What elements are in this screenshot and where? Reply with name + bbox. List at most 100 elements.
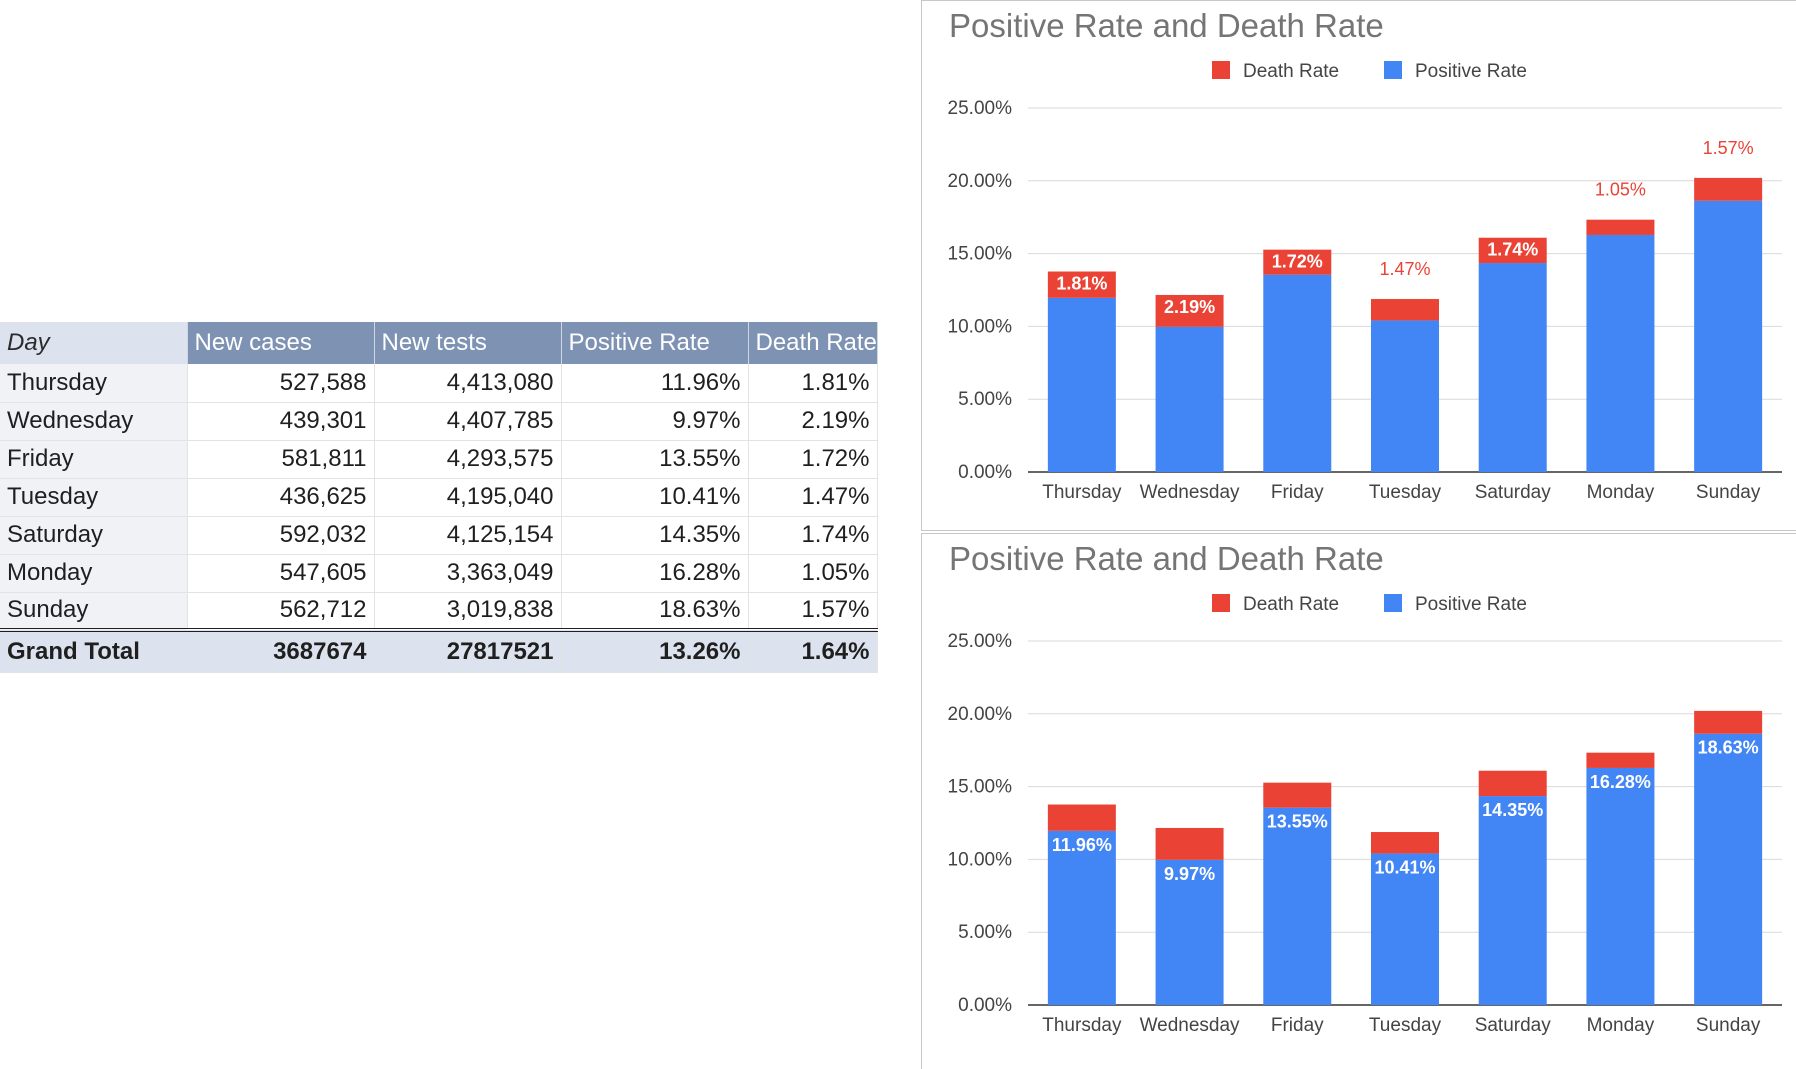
cell-death-rate[interactable]: 1.05% [748, 554, 878, 593]
cell-day[interactable]: Monday [0, 554, 188, 593]
cell-new-tests[interactable]: 4,293,575 [374, 440, 562, 479]
chart-1: Positive Rate and Death Rate Death Rate Po… [948, 7, 1782, 503]
header-positive-rate[interactable]: Positive Rate [561, 322, 749, 364]
cell-new-tests[interactable]: 4,125,154 [374, 516, 562, 555]
cell-death-rate[interactable]: 1.81% [748, 364, 878, 403]
data-label-death-rate: 1.57% [1703, 138, 1754, 158]
bar-positive-rate [1263, 807, 1332, 1005]
y-tick-label: 5.00% [958, 389, 1012, 410]
cell-new-tests[interactable]: 3,363,049 [374, 554, 562, 593]
legend-label: Positive Rate [1415, 594, 1527, 615]
bar-death-rate [1263, 249, 1332, 275]
cell-new-cases[interactable]: 439,301 [187, 402, 375, 441]
legend-swatch-death-rate [1212, 594, 1230, 612]
x-tick-label: Thursday [1042, 1015, 1122, 1036]
bar-positive-rate [1586, 767, 1655, 1005]
cell-positive-rate[interactable]: 10.41% [561, 478, 749, 517]
legend-swatch-positive-rate [1384, 594, 1402, 612]
cell-day[interactable]: Friday [0, 440, 188, 479]
y-tick-label: 10.00% [948, 316, 1013, 337]
data-label-death-rate: 1.47% [1379, 259, 1430, 279]
cell-positive-rate[interactable]: 18.63% [561, 592, 749, 631]
header-new-tests[interactable]: New tests [374, 322, 562, 364]
x-tick-label: Monday [1587, 482, 1655, 503]
x-tick-label: Friday [1271, 1015, 1324, 1036]
cell-new-cases[interactable]: 527,588 [187, 364, 375, 403]
data-label-death-rate: 1.81% [1056, 274, 1107, 294]
header-day[interactable]: Day [0, 322, 188, 364]
y-tick-label: 15.00% [948, 244, 1013, 265]
cell-new-tests[interactable]: 4,413,080 [374, 364, 562, 403]
table-row: Monday 547,605 3,363,049 16.28% 1.05% [0, 554, 878, 593]
cell-positive-rate[interactable]: 13.55% [561, 440, 749, 479]
y-tick-label: 0.00% [958, 462, 1012, 483]
cell-day[interactable]: Sunday [0, 592, 188, 631]
grand-total-death-rate[interactable]: 1.64% [748, 628, 878, 673]
y-tick-label: 25.00% [948, 631, 1013, 652]
cell-new-cases[interactable]: 562,712 [187, 592, 375, 631]
cell-day[interactable]: Tuesday [0, 478, 188, 517]
bar-death-rate [1478, 237, 1547, 264]
table-header-row: Day New cases New tests Positive Rate De… [0, 322, 878, 364]
cell-new-tests[interactable]: 4,195,040 [374, 478, 562, 517]
cell-death-rate[interactable]: 1.47% [748, 478, 878, 517]
y-tick-label: 0.00% [958, 995, 1012, 1016]
bar-death-rate [1155, 827, 1224, 860]
grand-total-positive-rate[interactable]: 13.26% [561, 628, 749, 673]
cell-death-rate[interactable]: 1.74% [748, 516, 878, 555]
x-tick-label: Tuesday [1369, 1015, 1442, 1036]
x-tick-label: Monday [1587, 1015, 1655, 1036]
bar-positive-rate [1478, 796, 1547, 1005]
data-label-positive-rate: 11.96% [1052, 835, 1112, 855]
bar-death-rate [1694, 177, 1763, 201]
data-label-death-rate: 1.72% [1272, 252, 1323, 272]
header-new-cases[interactable]: New cases [187, 322, 375, 364]
cell-new-tests[interactable]: 4,407,785 [374, 402, 562, 441]
grand-total-new-cases[interactable]: 3687674 [187, 628, 375, 673]
bar-positive-rate [1155, 326, 1224, 472]
grand-total-new-tests[interactable]: 27817521 [374, 628, 562, 673]
header-death-rate[interactable]: Death Rate [748, 322, 878, 364]
cell-death-rate[interactable]: 2.19% [748, 402, 878, 441]
chart-panel-2[interactable]: Positive Rate and Death Rate Death Rate Po… [921, 533, 1796, 1069]
cell-new-cases[interactable]: 547,605 [187, 554, 375, 593]
cell-day[interactable]: Saturday [0, 516, 188, 555]
data-label-positive-rate: 16.28% [1590, 772, 1651, 792]
cell-death-rate[interactable]: 1.72% [748, 440, 878, 479]
cell-new-cases[interactable]: 592,032 [187, 516, 375, 555]
cell-day[interactable]: Wednesday [0, 402, 188, 441]
bar-death-rate [1586, 752, 1655, 768]
x-tick-label: Wednesday [1140, 482, 1240, 503]
bar-positive-rate [1047, 297, 1116, 472]
y-tick-label: 20.00% [948, 171, 1013, 192]
legend-label: Death Rate [1243, 594, 1339, 615]
bar-death-rate [1586, 219, 1655, 235]
bar-positive-rate [1371, 320, 1439, 472]
chart-panel-1[interactable]: Positive Rate and Death Rate Death Rate Po… [921, 0, 1796, 531]
y-tick-label: 20.00% [948, 704, 1013, 725]
cell-new-tests[interactable]: 3,019,838 [374, 592, 562, 631]
cell-day[interactable]: Thursday [0, 364, 188, 403]
grand-total-row: Grand Total 3687674 27817521 13.26% 1.64… [0, 628, 878, 673]
bar-death-rate [1478, 770, 1547, 797]
grand-total-label[interactable]: Grand Total [0, 628, 188, 673]
cell-death-rate[interactable]: 1.57% [748, 592, 878, 631]
cell-positive-rate[interactable]: 11.96% [561, 364, 749, 403]
bar-positive-rate [1694, 200, 1763, 472]
cell-positive-rate[interactable]: 14.35% [561, 516, 749, 555]
bar-death-rate [1155, 294, 1224, 327]
bar-positive-rate [1047, 830, 1116, 1005]
cell-new-cases[interactable]: 581,811 [187, 440, 375, 479]
cell-positive-rate[interactable]: 16.28% [561, 554, 749, 593]
legend-label: Positive Rate [1415, 61, 1527, 82]
chart-title: Positive Rate and Death Rate [949, 7, 1384, 44]
x-tick-label: Sunday [1696, 1015, 1761, 1036]
data-label-positive-rate: 10.41% [1374, 857, 1435, 877]
bar-death-rate [1371, 832, 1439, 854]
x-tick-label: Saturday [1475, 1015, 1552, 1036]
cell-new-cases[interactable]: 436,625 [187, 478, 375, 517]
bar-positive-rate [1694, 733, 1763, 1005]
bar-death-rate [1694, 710, 1763, 734]
bar-positive-rate [1155, 859, 1224, 1005]
cell-positive-rate[interactable]: 9.97% [561, 402, 749, 441]
